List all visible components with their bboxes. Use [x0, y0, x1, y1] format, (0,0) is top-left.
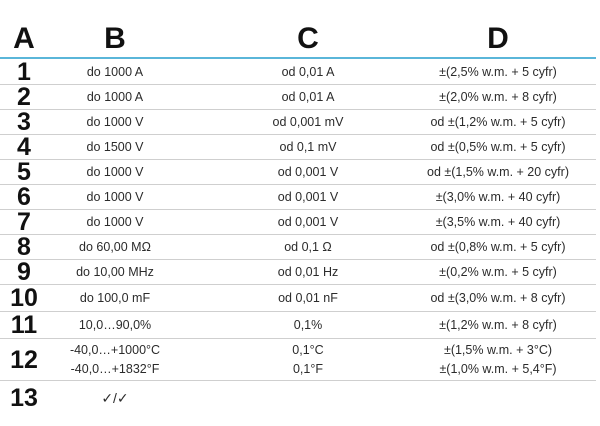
row-divider: [0, 259, 596, 260]
cell-range: -40,0…+1000°C -40,0…+1832°F: [40, 341, 190, 379]
row-number: 6: [17, 183, 31, 211]
table-row: 7 do 1000 V od 0,001 V ±(3,5% w.m. + 40 …: [0, 210, 600, 235]
header-d: D: [487, 22, 509, 55]
cell-accuracy: ±(3,0% w.m. + 40 cyfr): [435, 190, 561, 204]
resolution-celsius: 0,1°C: [292, 343, 324, 357]
cell-range: do 1000 A: [86, 65, 144, 79]
cell-range: do 1000 V: [86, 165, 144, 179]
resolution-fahrenheit: 0,1°F: [292, 362, 323, 376]
cell-accuracy: od ±(0,8% w.m. + 5 cyfr): [430, 240, 566, 254]
header-divider: [0, 57, 596, 59]
table-row: 6 do 1000 V od 0,001 V ±(3,0% w.m. + 40 …: [0, 185, 600, 210]
row-divider: [0, 284, 596, 285]
cell-range: do 1000 V: [86, 115, 144, 129]
cell-resolution: od 0,01 Hz: [277, 265, 339, 279]
cell-range: do 10,00 MHz: [76, 265, 154, 279]
cell-resolution: od 0,001 V: [277, 165, 339, 179]
cell-accuracy: ±(1,5% w.m. + 3°C) ±(1,0% w.m. + 5,4°F): [398, 341, 598, 379]
cell-accuracy: od ±(0,5% w.m. + 5 cyfr): [430, 140, 566, 154]
cell-accuracy: od ±(3,0% w.m. + 8 cyfr): [430, 291, 566, 305]
row-divider: [0, 159, 596, 160]
cell-resolution: od 0,01 A: [281, 65, 335, 79]
table-row: 10 do 100,0 mF od 0,01 nF od ±(3,0% w.m.…: [0, 285, 600, 312]
table-row: 11 10,0…90,0% 0,1% ±(1,2% w.m. + 8 cyfr): [0, 312, 600, 339]
cell-resolution: od 0,001 V: [277, 190, 339, 204]
row-number: 7: [17, 208, 31, 236]
row-number: 4: [17, 133, 31, 161]
row-divider: [0, 134, 596, 135]
table-row: 5 do 1000 V od 0,001 V od ±(1,5% w.m. + …: [0, 160, 600, 185]
table-row: 8 do 60,00 MΩ od 0,1 Ω od ±(0,8% w.m. + …: [0, 235, 600, 260]
row-number: 11: [10, 311, 38, 339]
row-divider: [0, 184, 596, 185]
table-row: 3 do 1000 V od 0,001 mV od ±(1,2% w.m. +…: [0, 110, 600, 135]
cell-range: do 100,0 mF: [79, 291, 151, 305]
row-number: 5: [17, 158, 31, 186]
row-number: 9: [17, 258, 31, 286]
accuracy-fahrenheit: ±(1,0% w.m. + 5,4°F): [439, 362, 557, 376]
table-row: 2 do 1000 A od 0,01 A ±(2,0% w.m. + 8 cy…: [0, 85, 600, 110]
accuracy-celsius: ±(1,5% w.m. + 3°C): [443, 343, 553, 357]
range-fahrenheit: -40,0…+1832°F: [70, 362, 160, 376]
cell-resolution: od 0,1 mV: [279, 140, 337, 154]
cell-accuracy: ±(2,0% w.m. + 8 cyfr): [439, 90, 557, 104]
cell-range: do 1000 V: [86, 190, 144, 204]
cell-accuracy: od ±(1,5% w.m. + 20 cyfr): [427, 165, 569, 179]
cell-range: do 1500 V: [86, 140, 144, 154]
table-row: 9 do 10,00 MHz od 0,01 Hz ±(0,2% w.m. + …: [0, 260, 600, 285]
row-number: 2: [17, 83, 31, 111]
row-divider: [0, 234, 596, 235]
row-number: 13: [10, 384, 38, 412]
cell-resolution: od 0,01 nF: [278, 291, 338, 305]
cell-range: ✓/✓: [101, 390, 129, 406]
row-number: 8: [17, 233, 31, 261]
table-row: 1 do 1000 A od 0,01 A ±(2,5% w.m. + 5 cy…: [0, 60, 600, 85]
row-number: 1: [17, 58, 31, 86]
row-divider: [0, 380, 596, 381]
row-divider: [0, 338, 596, 339]
row-divider: [0, 109, 596, 110]
cell-accuracy: ±(2,5% w.m. + 5 cyfr): [439, 65, 557, 79]
cell-accuracy: od ±(1,2% w.m. + 5 cyfr): [430, 115, 566, 129]
cell-resolution: od 0,001 mV: [272, 115, 344, 129]
cell-range: do 1000 V: [86, 215, 144, 229]
cell-resolution: 0,1%: [293, 318, 323, 332]
cell-range: 10,0…90,0%: [78, 318, 152, 332]
cell-accuracy: ±(0,2% w.m. + 5 cyfr): [439, 265, 557, 279]
table-row: 13 ✓/✓: [0, 381, 600, 415]
cell-resolution: od 0,01 A: [281, 90, 335, 104]
range-celsius: -40,0…+1000°C: [69, 343, 161, 357]
table-row: 12 -40,0…+1000°C -40,0…+1832°F 0,1°C 0,1…: [0, 339, 600, 381]
cell-resolution: od 0,1 Ω: [284, 240, 332, 254]
cell-accuracy: ±(1,2% w.m. + 8 cyfr): [439, 318, 557, 332]
table-row: 4 do 1500 V od 0,1 mV od ±(0,5% w.m. + 5…: [0, 135, 600, 160]
row-divider: [0, 311, 596, 312]
row-divider: [0, 209, 596, 210]
header-a: A: [13, 22, 35, 55]
row-number: 10: [10, 284, 38, 312]
cell-resolution: 0,1°C 0,1°F: [228, 341, 388, 379]
cell-range: do 1000 A: [86, 90, 144, 104]
cell-accuracy: ±(3,5% w.m. + 40 cyfr): [435, 215, 561, 229]
row-divider: [0, 84, 596, 85]
header-b: B: [104, 22, 126, 55]
row-number: 3: [17, 108, 31, 136]
cell-range: do 60,00 MΩ: [79, 240, 151, 254]
row-number: 12: [10, 346, 38, 374]
header-c: C: [297, 22, 319, 55]
cell-resolution: od 0,001 V: [277, 215, 339, 229]
